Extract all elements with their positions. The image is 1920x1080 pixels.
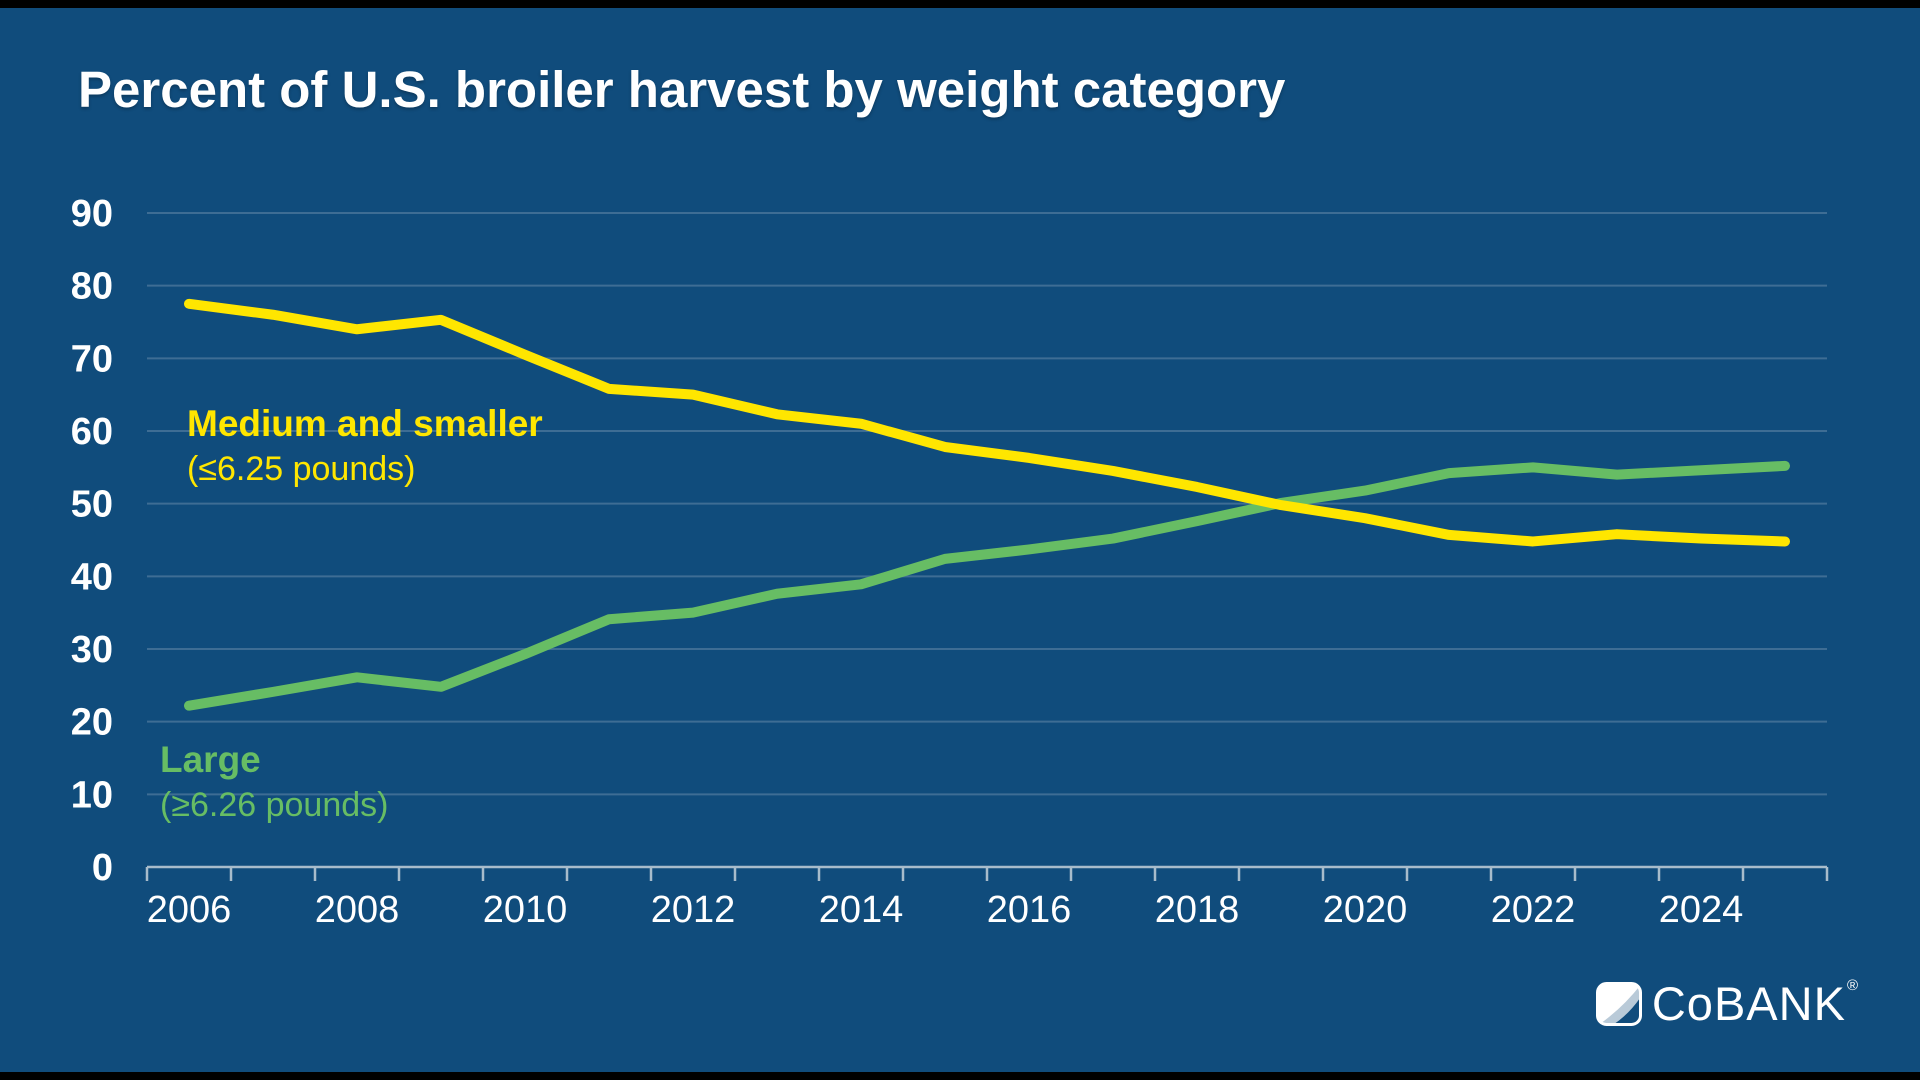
x-tick-label: 2020	[1323, 889, 1408, 931]
y-tick-label: 0	[92, 847, 113, 889]
chart-title: Percent of U.S. broiler harvest by weigh…	[78, 61, 1286, 118]
x-tick-label: 2010	[483, 889, 568, 931]
series-sublabel-large: (≥6.26 pounds)	[160, 786, 388, 824]
series-label-large: Large	[160, 739, 261, 780]
y-tick-label: 20	[71, 702, 113, 744]
y-tick-label: 50	[71, 484, 113, 526]
x-tick-label: 2022	[1491, 889, 1576, 931]
cobank-wordmark: CoBANK®	[1651, 977, 1859, 1030]
x-tick-label: 2006	[147, 889, 232, 931]
y-tick-label: 80	[71, 266, 113, 308]
series-label-medium-and-smaller: Medium and smaller	[187, 403, 543, 444]
x-tick-label: 2014	[819, 889, 904, 931]
x-tick-label: 2018	[1155, 889, 1240, 931]
broiler-harvest-line-chart: 0 10 20 30 40 50 60 70 80 90 2006 2008 2010 2012 2014 2…	[71, 193, 1829, 931]
y-tick-label: 40	[71, 556, 113, 598]
registered-trademark-symbol: ®	[1846, 977, 1859, 994]
y-tick-label: 30	[71, 629, 113, 671]
x-tick-label: 2008	[315, 889, 400, 931]
series-sublabel-medium-and-smaller: (≤6.25 pounds)	[187, 450, 415, 488]
cobank-logo-icon	[1595, 981, 1642, 1026]
y-tick-label: 10	[71, 774, 113, 816]
y-tick-label: 60	[71, 411, 113, 453]
cobank-logo: CoBANK®	[1595, 977, 1859, 1030]
y-tick-label: 90	[71, 193, 113, 235]
y-tick-label: 70	[71, 338, 113, 380]
x-tick-label: 2024	[1659, 889, 1744, 931]
x-tick-label: 2012	[651, 889, 736, 931]
series-line-large	[184, 460, 1790, 711]
x-tick-label: 2016	[987, 889, 1072, 931]
series-line-medium-and-smaller	[184, 298, 1790, 547]
slide-background: Percent of U.S. broiler harvest by weigh…	[0, 8, 1920, 1072]
